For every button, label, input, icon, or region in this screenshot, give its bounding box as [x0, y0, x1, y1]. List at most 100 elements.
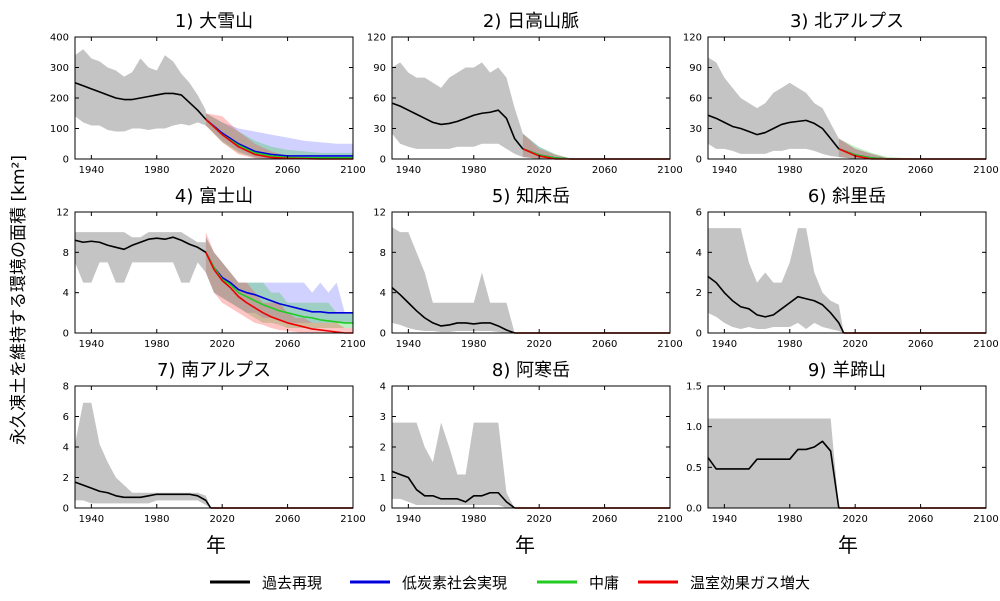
- x-tick-label: 2060: [592, 165, 617, 176]
- x-tick-label: 2020: [526, 165, 551, 176]
- hist-line: [707, 114, 840, 150]
- y-tick-label: 6: [696, 208, 702, 219]
- y-tick-label: 400: [50, 33, 69, 44]
- panel-5: 1940 1980 2020 2060 2100 0 4 8 12 5) 知床岳: [373, 186, 682, 350]
- low-scenario-line: [205, 251, 353, 314]
- y-tick-label: 4: [380, 382, 386, 393]
- x-tick-label: 1940: [396, 514, 421, 525]
- y-tick-label: 0.5: [686, 463, 702, 474]
- x-tick-label: 1980: [777, 514, 802, 525]
- hist-range-band: [392, 62, 523, 157]
- y-tick-label: 12: [373, 208, 386, 219]
- y-tick-label: 3: [380, 412, 386, 423]
- hist-range-band: [75, 49, 206, 132]
- panel-title: 2) 日高山脈: [483, 11, 579, 32]
- hist-line: [391, 102, 524, 150]
- y-tick-label: 60: [373, 94, 386, 105]
- x-tick-label: 1980: [461, 339, 486, 350]
- y-tick-label: 120: [683, 33, 702, 44]
- y-tick-label: 0: [63, 504, 69, 515]
- y-axis-label: 永久凍土を維持する環境の面積 [km²]: [9, 155, 29, 445]
- hist-range-band: [75, 232, 206, 283]
- y-tick-label: 120: [367, 33, 386, 44]
- panel-2: 1940 1980 2020 2060 2100 0 30 60 90 120 2) 日高山脈: [367, 11, 683, 176]
- high-range-band: [838, 138, 986, 159]
- hist-line: [391, 287, 515, 334]
- y-tick-label: 4: [380, 288, 386, 299]
- panel-title: 9) 羊蹄山: [808, 360, 886, 381]
- x-tick-label: 2020: [209, 339, 234, 350]
- hist-line: [74, 481, 212, 509]
- hist-range-band: [708, 228, 844, 333]
- x-tick-label: 2020: [842, 165, 867, 176]
- y-tick-label: 0.0: [686, 504, 702, 515]
- x-tick-label: 2020: [842, 339, 867, 350]
- hist-line: [74, 236, 207, 254]
- plot-frame: [707, 385, 987, 509]
- plot-frame: [707, 211, 987, 334]
- y-tick-label: 0: [696, 155, 702, 166]
- panel-title: 7) 南アルプス: [157, 360, 271, 381]
- mid-scenario-line: [205, 251, 353, 324]
- x-tick-label: 2020: [526, 339, 551, 350]
- x-tick-label: 1940: [79, 165, 104, 176]
- y-tick-label: 1: [380, 473, 386, 484]
- y-tick-label: 0: [696, 329, 702, 340]
- low-scenario-line: [205, 118, 353, 157]
- panel-title: 4) 富士山: [175, 186, 253, 207]
- x-axis-label-col3: 年: [838, 533, 858, 557]
- x-tick-label: 2100: [340, 165, 365, 176]
- x-tick-label: 2060: [908, 514, 933, 525]
- x-tick-label: 2020: [842, 514, 867, 525]
- y-tick-label: 30: [689, 124, 702, 135]
- plot-frame: [74, 211, 354, 334]
- hist-line: [707, 275, 845, 334]
- x-tick-label: 2060: [592, 339, 617, 350]
- panel-6: 1940 1980 2020 2060 2100 0 2 4 6 6) 斜里岳: [696, 186, 999, 350]
- x-tick-label: 1980: [144, 165, 169, 176]
- x-tick-label: 1940: [396, 339, 421, 350]
- hist-line: [74, 82, 207, 120]
- x-tick-label: 1940: [79, 514, 104, 525]
- x-tick-label: 2060: [275, 165, 300, 176]
- y-tick-label: 6: [63, 412, 69, 423]
- hist-range-band: [708, 418, 839, 508]
- low-range-band: [205, 237, 353, 323]
- mid-range-band: [838, 138, 986, 159]
- x-tick-label: 2100: [340, 339, 365, 350]
- x-tick-label: 1980: [144, 339, 169, 350]
- panel-3: 1940 1980 2020 2060 2100 0 30 60 90 120 3) 北アルプス: [683, 11, 999, 176]
- x-tick-label: 1980: [777, 165, 802, 176]
- legend-label-mid: 中庸: [589, 574, 619, 592]
- y-tick-label: 60: [689, 94, 702, 105]
- hist-line: [707, 440, 840, 509]
- x-tick-label: 1980: [461, 165, 486, 176]
- x-tick-label: 2060: [592, 514, 617, 525]
- hist-line: [391, 470, 516, 509]
- panel-9: 1940 1980 2020 2060 2100 0.0 0.5 1.0 1.5 9) 羊蹄山: [686, 360, 999, 525]
- y-tick-label: 100: [50, 124, 69, 135]
- x-tick-label: 2020: [209, 165, 234, 176]
- y-tick-label: 2: [63, 473, 69, 484]
- x-tick-label: 2020: [209, 514, 234, 525]
- x-tick-label: 2100: [657, 339, 682, 350]
- mid-range-band: [205, 237, 353, 328]
- x-axis-label-col2: 年: [515, 533, 535, 557]
- y-tick-label: 200: [50, 94, 69, 105]
- panel-7: 1940 1980 2020 2060 2100 0 2 4 6 8 7) 南アルプス: [63, 360, 366, 525]
- x-tick-label: 2020: [526, 514, 551, 525]
- x-tick-label: 1940: [712, 339, 737, 350]
- panel-4: 1940 1980 2020 2060 2100 0 4 8 12 4) 富士山: [56, 186, 365, 350]
- y-tick-label: 4: [63, 443, 69, 454]
- legend: 過去再現 低炭素社会実現 中庸 温室効果ガス増大: [210, 574, 810, 592]
- y-tick-label: 0: [63, 329, 69, 340]
- x-tick-label: 1980: [777, 339, 802, 350]
- mid-range-band: [522, 133, 670, 159]
- y-tick-label: 1.5: [686, 382, 702, 393]
- y-tick-label: 90: [373, 63, 386, 74]
- y-tick-label: 4: [696, 248, 702, 259]
- x-tick-label: 2100: [657, 514, 682, 525]
- y-tick-label: 0: [380, 329, 386, 340]
- x-axis-label-col1: 年: [206, 533, 226, 557]
